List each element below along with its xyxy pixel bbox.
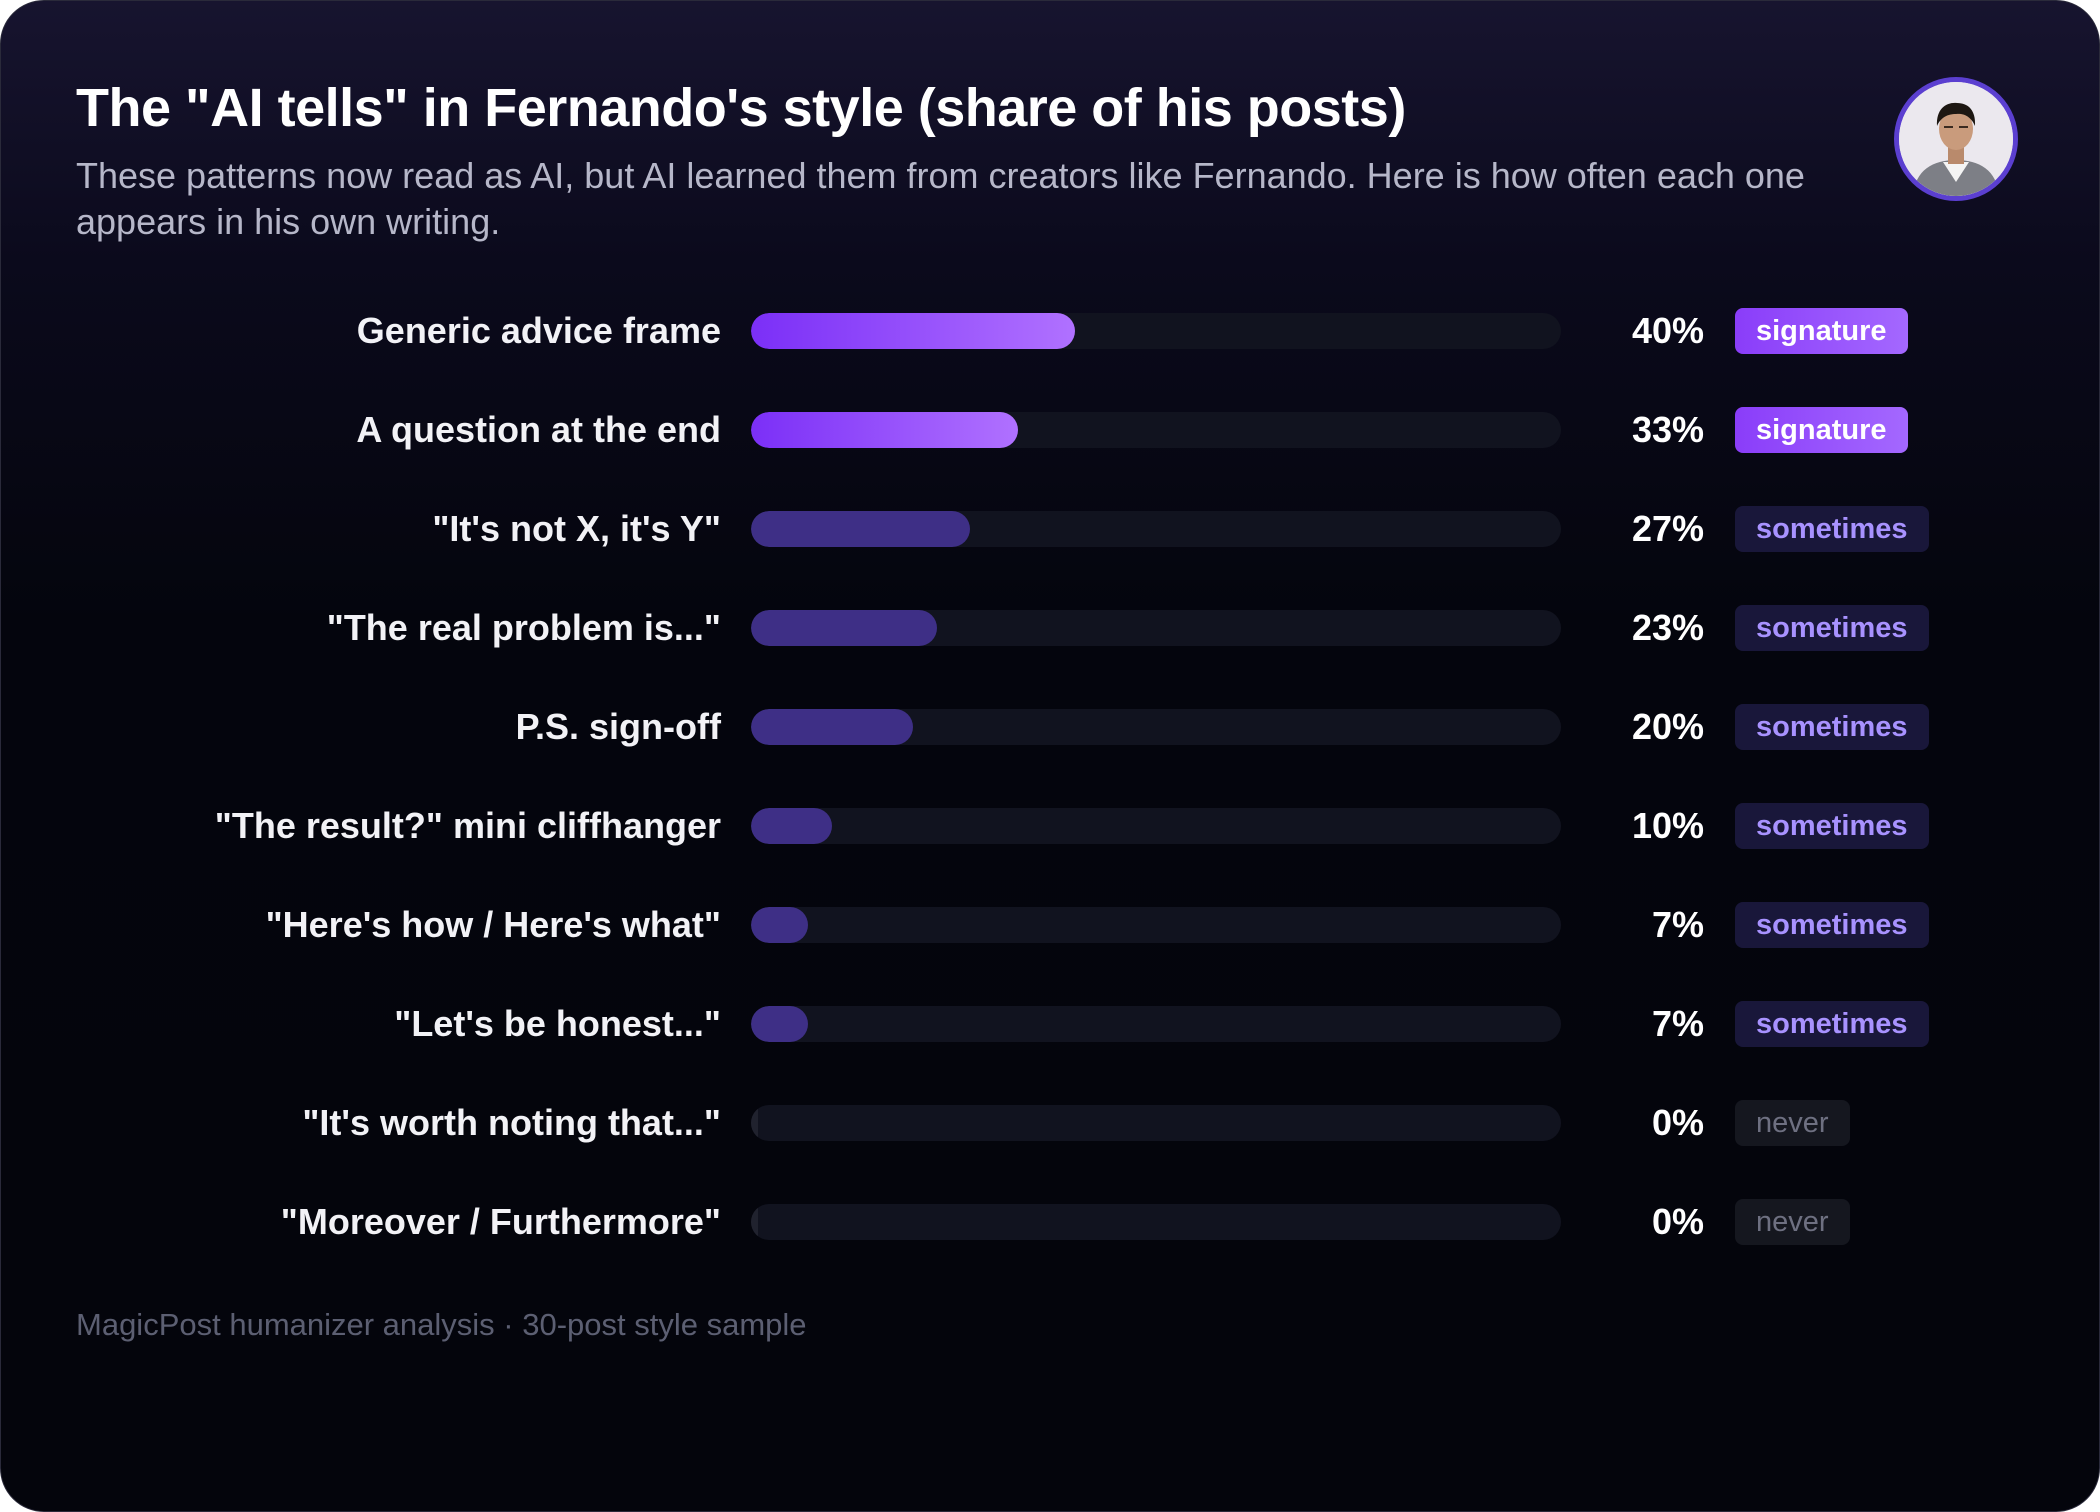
bar-value-label: 7% xyxy=(1651,904,1704,945)
bar-label: P.S. sign-off xyxy=(515,706,721,747)
bar-track xyxy=(751,313,1561,349)
bar-track xyxy=(751,808,1561,844)
bar-label: Generic advice frame xyxy=(356,310,721,351)
bar xyxy=(751,511,970,547)
bar-value-label: 0% xyxy=(1651,1201,1704,1242)
bar-value-label: 40% xyxy=(1631,310,1704,351)
bar-row: "It's not X, it's Y" 27% sometimes xyxy=(1,499,2099,559)
bar-row: "The result?" mini cliffhanger 10% sometim… xyxy=(1,796,2099,856)
bar-track xyxy=(751,511,1561,547)
bar-track xyxy=(751,412,1561,448)
frequency-badge: sometimes xyxy=(1735,605,1929,651)
bar xyxy=(751,907,808,943)
frequency-badge: signature xyxy=(1735,407,1908,453)
bar-track xyxy=(751,1006,1561,1042)
bar-track xyxy=(751,610,1561,646)
frequency-badge: sometimes xyxy=(1735,1001,1929,1047)
bar-chart: Generic advice frame 40% signature A questi… xyxy=(1,1,2099,1301)
bar-label: "Let's be honest..." xyxy=(394,1003,721,1044)
bar xyxy=(751,808,832,844)
chart-subtitle: These patterns now read as AI, but AI le… xyxy=(76,155,1805,242)
bar-value-label: 0% xyxy=(1651,1102,1704,1143)
bar-row: "The real problem is..." 23% sometimes xyxy=(1,598,2099,658)
chart-footer: MagicPost humanizer analysis · 30-post s… xyxy=(76,1307,807,1342)
bar-label: "The result?" mini cliffhanger xyxy=(214,805,721,846)
frequency-badge: signature xyxy=(1735,308,1908,354)
bar-label: "It's worth noting that..." xyxy=(302,1102,721,1143)
bar xyxy=(751,313,1075,349)
bar-value-label: 7% xyxy=(1651,1003,1704,1044)
bar-value-label: 33% xyxy=(1631,409,1704,450)
bar xyxy=(751,1006,808,1042)
bar-value-label: 20% xyxy=(1631,706,1704,747)
bar-row: Generic advice frame 40% signature xyxy=(1,301,2099,361)
bar-track xyxy=(751,1105,1561,1141)
bar-row: "It's worth noting that..." 0% never xyxy=(1,1093,2099,1153)
bar-value-label: 10% xyxy=(1631,805,1704,846)
bar-track xyxy=(751,1204,1561,1240)
bar-row: "Moreover / Furthermore" 0% never xyxy=(1,1192,2099,1252)
bar xyxy=(751,1105,758,1141)
bar-row: "Here's how / Here's what" 7% sometimes xyxy=(1,895,2099,955)
bar xyxy=(751,709,913,745)
bar-row: P.S. sign-off 20% sometimes xyxy=(1,697,2099,757)
bar-label: "The real problem is..." xyxy=(326,607,721,648)
frequency-badge: never xyxy=(1735,1100,1850,1146)
bar-value-label: 27% xyxy=(1631,508,1704,549)
chart-title: The "AI tells" in Fernando's style (shar… xyxy=(76,78,1406,138)
bar-label: "Here's how / Here's what" xyxy=(265,904,721,945)
frequency-badge: never xyxy=(1735,1199,1850,1245)
person-photo-icon xyxy=(1899,82,2013,196)
bar-track xyxy=(751,709,1561,745)
frequency-badge: sometimes xyxy=(1735,506,1929,552)
frequency-badge: sometimes xyxy=(1735,803,1929,849)
bar xyxy=(751,610,937,646)
frequency-badge: sometimes xyxy=(1735,704,1929,750)
bar-label: "Moreover / Furthermore" xyxy=(280,1201,721,1242)
bar xyxy=(751,412,1018,448)
bar-row: A question at the end 33% signature xyxy=(1,400,2099,460)
bar xyxy=(751,1204,758,1240)
bar-track xyxy=(751,907,1561,943)
bar-label: A question at the end xyxy=(356,409,721,450)
bar-row: "Let's be honest..." 7% sometimes xyxy=(1,994,2099,1054)
avatar xyxy=(1894,77,2018,201)
bar-value-label: 23% xyxy=(1631,607,1704,648)
frequency-badge: sometimes xyxy=(1735,902,1929,948)
bar-label: "It's not X, it's Y" xyxy=(432,508,721,549)
